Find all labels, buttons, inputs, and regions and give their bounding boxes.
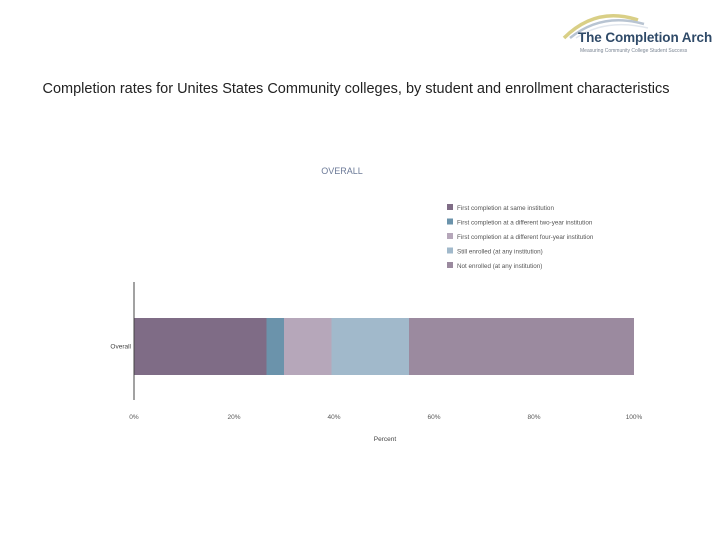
bar-segment	[284, 318, 332, 375]
logo-title: The Completion Arch	[578, 30, 713, 45]
bar-segment	[134, 318, 267, 375]
legend-label: Not enrolled (at any institution)	[457, 263, 542, 270]
legend-label: First completion at a different four-yea…	[457, 234, 594, 241]
category-label: Overall	[110, 344, 131, 351]
chart-title: OVERALL	[321, 166, 363, 176]
x-tick-label: 80%	[527, 414, 540, 421]
bar-segment	[266, 318, 284, 375]
x-axis-label: Percent	[374, 436, 397, 443]
bar-segment	[331, 318, 409, 375]
bar-segment	[409, 318, 634, 375]
x-tick-label: 20%	[227, 414, 240, 421]
x-tick-label: 40%	[327, 414, 340, 421]
legend-label: First completion at a different two-year…	[457, 220, 593, 227]
logo-tagline: Measuring Community College Student Succ…	[580, 48, 688, 54]
legend-swatch	[447, 204, 453, 210]
legend-swatch	[447, 262, 453, 268]
slide-title: Completion rates for Unites States Commu…	[42, 81, 670, 97]
legend-swatch	[447, 218, 453, 225]
legend-swatch	[447, 233, 453, 239]
legend-label: First completion at same institution	[457, 205, 554, 212]
arch-logo-icon	[562, 13, 649, 40]
x-tick-label: 60%	[427, 414, 440, 421]
x-tick-label: 100%	[626, 414, 643, 421]
logo: The Completion Arch Measuring Community …	[560, 10, 713, 60]
x-tick-label: 0%	[129, 414, 139, 421]
legend-label: Still enrolled (at any institution)	[457, 249, 543, 256]
legend-swatch	[447, 247, 453, 254]
